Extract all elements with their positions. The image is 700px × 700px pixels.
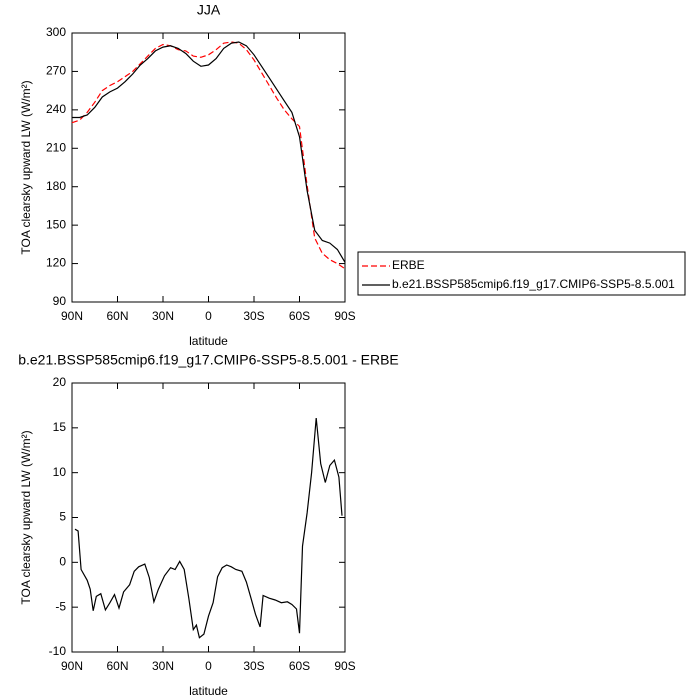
y-tick-label: -5 [55, 599, 66, 613]
chart-title: JJA [197, 2, 221, 18]
data-line [72, 41, 346, 263]
y-tick-label: 90 [53, 294, 67, 308]
x-tick-label: 90N [61, 659, 83, 673]
y-tick-label: 10 [53, 465, 67, 479]
x-tick-label: 30N [152, 309, 174, 323]
x-tick-label: 90S [334, 309, 355, 323]
x-tick-label: 60N [106, 659, 128, 673]
y-tick-label: 20 [53, 375, 67, 389]
x-tick-label: 90N [61, 309, 83, 323]
x-tick-label: 0 [205, 659, 212, 673]
y-tick-label: 270 [46, 64, 66, 78]
y-tick-label: 5 [59, 510, 66, 524]
x-tick-label: 0 [205, 309, 212, 323]
y-tick-label: 240 [46, 102, 66, 116]
y-tick-label: 300 [46, 25, 66, 39]
y-tick-label: 15 [53, 420, 67, 434]
x-axis-label: latitude [189, 334, 228, 348]
y-axis-label: TOA clearsky upward LW (W/m²) [19, 430, 33, 604]
legend-label: ERBE [392, 258, 425, 272]
x-tick-label: 60N [106, 309, 128, 323]
y-tick-label: 210 [46, 140, 66, 154]
plot-frame [71, 382, 346, 653]
legend-label: b.e21.BSSP585cmip6.f19_g17.CMIP6-SSP5-8.… [392, 277, 675, 291]
y-tick-label: -10 [49, 644, 67, 658]
x-tick-label: 30N [152, 659, 174, 673]
plot-frame [71, 32, 346, 303]
chart-title: b.e21.BSSP585cmip6.f19_g17.CMIP6-SSP5-8.… [18, 352, 399, 368]
y-tick-label: 120 [46, 256, 66, 270]
x-tick-label: 30S [243, 309, 264, 323]
x-tick-label: 30S [243, 659, 264, 673]
x-tick-label: 60S [289, 309, 310, 323]
legend-box [357, 251, 686, 296]
y-axis-label: TOA clearsky upward LW (W/m²) [19, 80, 33, 254]
y-tick-label: 150 [46, 217, 66, 231]
x-tick-label: 60S [289, 659, 310, 673]
y-tick-label: 0 [59, 555, 66, 569]
data-line [71, 41, 346, 270]
x-axis-label: latitude [189, 684, 228, 698]
x-tick-label: 90S [334, 659, 355, 673]
y-tick-label: 180 [46, 179, 66, 193]
data-line [74, 417, 343, 639]
